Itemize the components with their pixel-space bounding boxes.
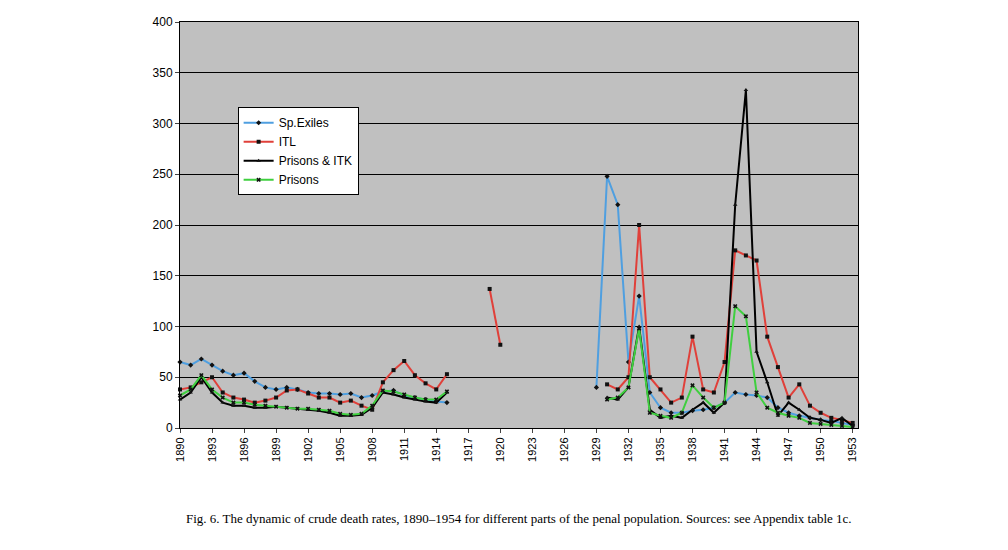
svg-text:1923: 1923	[526, 437, 538, 461]
svg-text:1950: 1950	[814, 437, 826, 461]
svg-text:1938: 1938	[686, 437, 698, 461]
svg-text:1926: 1926	[558, 437, 570, 461]
svg-text:1929: 1929	[590, 437, 602, 461]
svg-text:100: 100	[153, 320, 173, 334]
svg-text:0: 0	[166, 421, 173, 435]
svg-text:Prisons & ITK: Prisons & ITK	[279, 154, 352, 168]
svg-text:1911: 1911	[398, 437, 410, 461]
svg-text:1896: 1896	[238, 437, 250, 461]
svg-text:1941: 1941	[718, 437, 730, 461]
svg-text:1944: 1944	[750, 437, 762, 461]
svg-text:1953: 1953	[846, 437, 858, 461]
svg-text:1917: 1917	[462, 437, 474, 461]
svg-text:150: 150	[153, 269, 173, 283]
svg-text:1908: 1908	[366, 437, 378, 461]
svg-text:300: 300	[153, 117, 173, 131]
svg-text:350: 350	[153, 66, 173, 80]
svg-text:1947: 1947	[782, 437, 794, 461]
svg-text:1932: 1932	[622, 437, 634, 461]
svg-text:1893: 1893	[206, 437, 218, 461]
svg-text:Sp.Exiles: Sp.Exiles	[279, 116, 329, 130]
svg-text:Fig. 6. The dynamic of crude d: Fig. 6. The dynamic of crude death rates…	[186, 511, 852, 526]
svg-text:400: 400	[153, 15, 173, 29]
svg-text:1920: 1920	[494, 437, 506, 461]
svg-text:Prisons: Prisons	[279, 173, 319, 187]
svg-text:1899: 1899	[270, 437, 282, 461]
svg-text:1902: 1902	[302, 437, 314, 461]
svg-text:50: 50	[159, 370, 173, 384]
svg-text:1935: 1935	[654, 437, 666, 461]
svg-text:ITL: ITL	[279, 135, 297, 149]
svg-text:1914: 1914	[430, 437, 442, 461]
svg-text:1890: 1890	[174, 437, 186, 461]
svg-text:200: 200	[153, 218, 173, 232]
svg-text:1905: 1905	[334, 437, 346, 461]
svg-text:250: 250	[153, 167, 173, 181]
